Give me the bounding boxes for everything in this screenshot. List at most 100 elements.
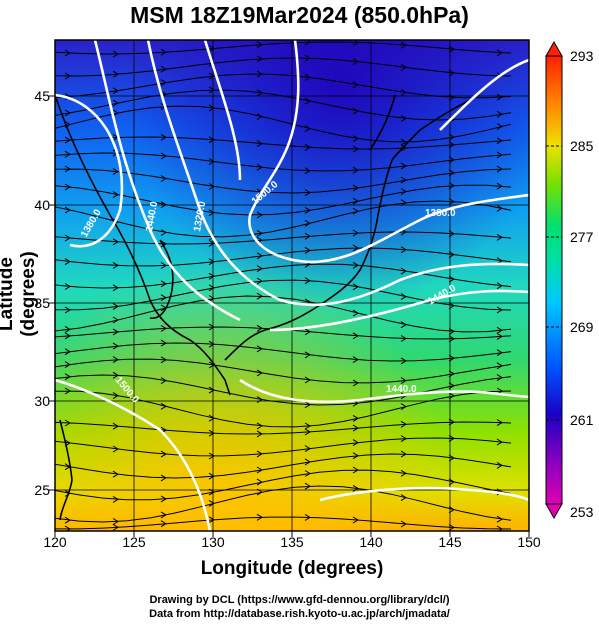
streamline-arrow	[112, 302, 119, 310]
streamline	[55, 390, 512, 428]
streamline-arrow	[496, 110, 503, 118]
streamline-arrow	[400, 520, 407, 528]
x-axis-label: Longitude (degrees)	[200, 558, 384, 579]
streamline-arrow	[352, 135, 359, 143]
streamline-arrow	[400, 321, 407, 329]
streamline-arrow	[64, 361, 71, 369]
streamline-arrow	[256, 113, 263, 121]
streamline-arrow	[400, 89, 407, 96]
streamline-arrow	[256, 252, 263, 260]
streamline-arrow	[400, 162, 407, 170]
streamline-arrow	[160, 294, 167, 302]
streamline-arrow	[352, 439, 359, 447]
streamline-arrow	[400, 494, 407, 502]
streamline-arrow	[112, 392, 119, 400]
streamline-arrow	[496, 461, 503, 469]
x-tick-label: 150	[517, 534, 541, 550]
streamline-arrow	[256, 513, 263, 521]
streamline-arrow	[400, 357, 407, 365]
streamline-arrow	[400, 267, 407, 275]
streamline	[55, 516, 512, 530]
streamline-arrow	[400, 63, 407, 71]
streamline-arrow	[448, 506, 455, 514]
streamline-arrow	[400, 450, 407, 458]
x-tick-label: 120	[43, 534, 67, 550]
streamline-arrow	[160, 280, 167, 288]
colorbar-tick-label: 277	[570, 229, 594, 245]
streamline-arrow	[448, 69, 455, 77]
streamline-arrow	[160, 65, 167, 73]
streamline-arrow	[352, 466, 359, 474]
streamline-arrow	[352, 516, 359, 524]
streamline	[55, 184, 512, 216]
streamline-arrow	[448, 478, 455, 486]
streamline-arrow	[208, 499, 215, 507]
streamline-arrow	[352, 166, 359, 174]
streamline-arrow	[112, 87, 119, 95]
streamline-arrow	[208, 386, 215, 394]
streamline-arrow	[496, 362, 503, 370]
streamline-arrow	[352, 309, 359, 317]
streamline-arrow	[496, 204, 503, 212]
streamline-arrow	[496, 137, 503, 145]
streamline-arrow	[352, 283, 359, 291]
streamline-arrow	[352, 197, 359, 205]
streamline-arrow	[400, 293, 407, 301]
streamline-arrow	[208, 472, 215, 480]
streamline-arrow	[64, 332, 71, 340]
streamline-arrow	[400, 144, 407, 152]
colorbar-tick-label: 253	[570, 504, 594, 520]
map-title: MSM 18Z19Mar2024 (850.0hPa)	[130, 2, 469, 28]
streamline-arrow	[448, 251, 455, 259]
streamline-arrow	[208, 516, 215, 524]
streamline-arrow	[208, 86, 215, 94]
streamline-arrow	[112, 261, 119, 269]
streamline-arrow	[160, 520, 167, 528]
contour-label: 1320.0	[192, 200, 208, 232]
streamline-arrow	[160, 339, 167, 347]
colorbar-tick-label: 285	[570, 138, 594, 154]
streamline-arrow	[304, 246, 311, 254]
streamline-arrow	[64, 136, 71, 144]
streamline-arrow	[64, 489, 71, 497]
streamline-arrow	[496, 282, 503, 290]
streamline-arrow	[352, 379, 359, 387]
streamline-arrow	[448, 370, 455, 378]
streamline-arrow	[112, 328, 119, 336]
streamline-arrow	[256, 41, 263, 49]
x-tick-label: 145	[438, 534, 462, 550]
streamline-arrow	[448, 434, 455, 442]
streamline	[55, 152, 512, 172]
colorbar	[545, 40, 563, 520]
streamline	[55, 231, 512, 245]
streamline-arrow	[160, 175, 167, 182]
streamline-arrow	[448, 382, 455, 390]
streamline-arrow	[112, 422, 119, 430]
streamline-arrow	[352, 424, 359, 432]
streamline-arrow	[64, 72, 71, 80]
streamline-arrow	[304, 328, 311, 336]
streamline-arrow	[256, 430, 263, 438]
x-tick-label: 135	[280, 534, 304, 550]
streamline-arrow	[160, 133, 167, 141]
streamline-arrow	[496, 165, 503, 173]
streamline-arrow	[256, 265, 263, 273]
streamline-arrow	[496, 182, 503, 190]
streamline-arrow	[496, 374, 503, 382]
streamline-arrow	[448, 182, 455, 190]
streamline-arrow	[256, 450, 263, 458]
streamline-arrow	[160, 324, 167, 332]
streamline	[55, 263, 512, 289]
streamline-arrow	[400, 188, 407, 195]
streamline-arrow	[496, 349, 503, 357]
streamline-arrow	[208, 429, 215, 437]
streamline-arrow	[304, 219, 311, 227]
streamline-arrow	[64, 283, 71, 290]
streamline-arrow	[208, 272, 215, 280]
credit-data: Data from http://database.rish.kyoto-u.a…	[149, 608, 450, 620]
streamline-arrow	[64, 525, 71, 531]
streamline-arrow	[448, 133, 455, 141]
streamline-arrow	[496, 332, 503, 340]
streamline-arrow	[112, 445, 119, 453]
streamline-arrow	[160, 48, 167, 56]
